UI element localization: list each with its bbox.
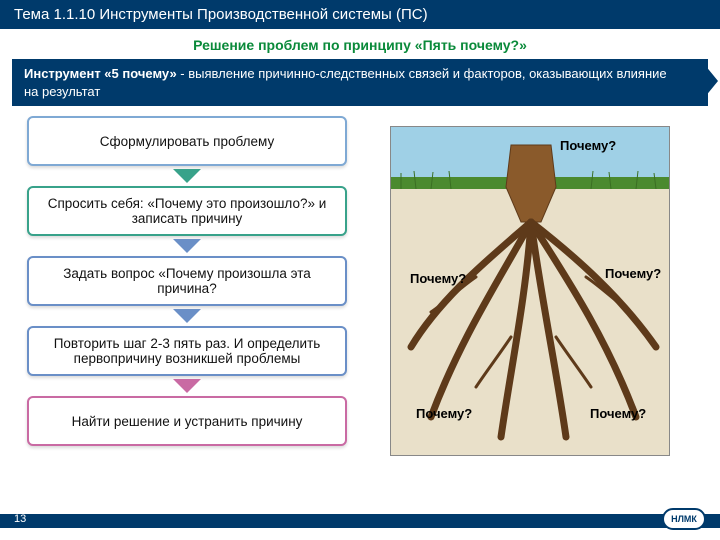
definition-banner: Инструмент «5 почему» - выявление причин… <box>12 59 708 106</box>
step-box: Задать вопрос «Почему произошла эта прич… <box>27 256 347 306</box>
slide-title: Тема 1.1.10 Инструменты Производственной… <box>14 6 428 23</box>
step-box: Сформулировать проблему <box>27 116 347 166</box>
why-label: Почему? <box>605 266 661 281</box>
banner-arrow-icon <box>700 59 718 103</box>
step-box: Повторить шаг 2-3 пять раз. И определить… <box>27 326 347 376</box>
arrow-down-icon <box>173 379 201 393</box>
steps-column: Сформулировать проблему Спросить себя: «П… <box>12 116 362 476</box>
why-label: Почему? <box>590 406 646 421</box>
logo-nlmk: НЛМК <box>662 508 706 530</box>
why-label: Почему? <box>560 138 616 153</box>
why-label: Почему? <box>416 406 472 421</box>
slide-header: Тема 1.1.10 Инструменты Производственной… <box>0 0 720 29</box>
footer: 13 НЛМК <box>0 510 720 532</box>
step-box: Спросить себя: «Почему это произошло?» и… <box>27 186 347 236</box>
arrow-down-icon <box>173 169 201 183</box>
arrow-down-icon <box>173 239 201 253</box>
illustration-column: Почему? Почему? Почему? Почему? Почему? <box>380 116 708 476</box>
step-box: Найти решение и устранить причину <box>27 396 347 446</box>
definition-bold: Инструмент «5 почему» <box>24 66 177 81</box>
why-label: Почему? <box>410 271 466 286</box>
slide-subtitle: Решение проблем по принципу «Пять почему… <box>0 29 720 59</box>
arrow-down-icon <box>173 309 201 323</box>
page-number: 13 <box>14 513 26 525</box>
